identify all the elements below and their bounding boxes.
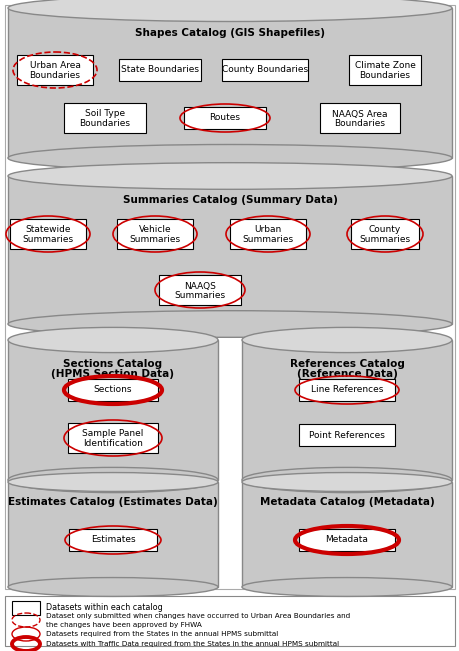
Text: Summaries: Summaries bbox=[129, 236, 180, 245]
Text: Sample Panel: Sample Panel bbox=[82, 430, 143, 439]
Text: Estimates Catalog (Estimates Data): Estimates Catalog (Estimates Data) bbox=[8, 497, 218, 507]
Text: Summaries: Summaries bbox=[174, 292, 225, 301]
Ellipse shape bbox=[8, 145, 451, 171]
Ellipse shape bbox=[8, 327, 218, 353]
Ellipse shape bbox=[241, 473, 451, 492]
Ellipse shape bbox=[8, 0, 451, 21]
Text: NAAQS Area: NAAQS Area bbox=[331, 109, 387, 118]
Text: Sections Catalog: Sections Catalog bbox=[63, 359, 162, 368]
Text: Soil Type: Soil Type bbox=[85, 109, 125, 118]
Text: Boundaries: Boundaries bbox=[79, 120, 130, 128]
Ellipse shape bbox=[8, 163, 451, 189]
Text: Metadata Catalog (Metadata): Metadata Catalog (Metadata) bbox=[259, 497, 433, 507]
Bar bbox=[119, 59, 201, 81]
Bar bbox=[159, 275, 241, 305]
Text: (HPMS Section Data): (HPMS Section Data) bbox=[51, 368, 174, 379]
Text: Boundaries: Boundaries bbox=[334, 120, 385, 128]
Text: Summaries Catalog (Summary Data): Summaries Catalog (Summary Data) bbox=[122, 195, 337, 205]
Text: NAAQS: NAAQS bbox=[184, 281, 215, 290]
Bar bbox=[184, 107, 265, 129]
Ellipse shape bbox=[8, 467, 218, 493]
Ellipse shape bbox=[241, 327, 451, 353]
Text: Sections: Sections bbox=[94, 385, 132, 395]
Text: Point References: Point References bbox=[308, 430, 384, 439]
Bar bbox=[69, 529, 157, 551]
Ellipse shape bbox=[241, 577, 451, 596]
Text: References Catalog: References Catalog bbox=[289, 359, 403, 368]
Bar bbox=[298, 529, 394, 551]
Text: Line References: Line References bbox=[310, 385, 382, 395]
Bar bbox=[230, 219, 305, 249]
Bar bbox=[17, 55, 93, 85]
Bar bbox=[64, 103, 146, 133]
Text: Datasets required from the States in the annual HPMS submittal: Datasets required from the States in the… bbox=[46, 631, 278, 637]
Text: Datasets with Traffic Data required from the States in the annual HPMS submittal: Datasets with Traffic Data required from… bbox=[46, 641, 338, 647]
Text: Boundaries: Boundaries bbox=[359, 72, 409, 81]
Text: Summaries: Summaries bbox=[358, 236, 410, 245]
Text: Boundaries: Boundaries bbox=[29, 72, 80, 81]
Text: Summaries: Summaries bbox=[242, 236, 293, 245]
Text: County Boundaries: County Boundaries bbox=[221, 66, 308, 74]
Text: Climate Zone: Climate Zone bbox=[354, 61, 414, 70]
Text: Metadata: Metadata bbox=[325, 536, 368, 544]
Text: Vehicle: Vehicle bbox=[138, 225, 171, 234]
Text: Identification: Identification bbox=[83, 439, 143, 449]
Bar bbox=[298, 424, 394, 446]
Bar bbox=[5, 596, 454, 646]
Bar bbox=[8, 482, 218, 587]
Text: the changes have been approved by FHWA: the changes have been approved by FHWA bbox=[46, 622, 202, 628]
Ellipse shape bbox=[8, 577, 218, 596]
Bar bbox=[5, 5, 454, 589]
Bar bbox=[117, 219, 193, 249]
Bar bbox=[68, 379, 157, 401]
Bar bbox=[8, 8, 451, 158]
Ellipse shape bbox=[8, 473, 218, 492]
Text: County: County bbox=[368, 225, 400, 234]
Bar bbox=[12, 601, 40, 615]
Bar bbox=[241, 340, 451, 480]
Text: (Reference Data): (Reference Data) bbox=[296, 368, 397, 379]
Bar bbox=[8, 340, 218, 480]
Bar bbox=[241, 482, 451, 587]
Bar bbox=[8, 176, 451, 324]
Text: Datasets within each catalog: Datasets within each catalog bbox=[46, 603, 162, 613]
Ellipse shape bbox=[241, 467, 451, 493]
Bar bbox=[350, 219, 418, 249]
Bar bbox=[348, 55, 420, 85]
Bar bbox=[222, 59, 308, 81]
Text: Summaries: Summaries bbox=[22, 236, 73, 245]
Text: Urban Area: Urban Area bbox=[29, 61, 80, 70]
Text: Routes: Routes bbox=[209, 113, 240, 122]
Bar bbox=[319, 103, 399, 133]
Bar bbox=[298, 379, 394, 401]
Ellipse shape bbox=[8, 311, 451, 337]
Bar bbox=[68, 423, 157, 453]
Text: Dataset only submitted when changes have occurred to Urban Area Boundaries and: Dataset only submitted when changes have… bbox=[46, 613, 349, 619]
Text: Estimates: Estimates bbox=[90, 536, 135, 544]
Text: State Boundaries: State Boundaries bbox=[121, 66, 199, 74]
Text: Urban: Urban bbox=[254, 225, 281, 234]
Bar bbox=[10, 219, 86, 249]
Text: Shapes Catalog (GIS Shapefiles): Shapes Catalog (GIS Shapefiles) bbox=[134, 27, 325, 38]
Text: Statewide: Statewide bbox=[25, 225, 71, 234]
